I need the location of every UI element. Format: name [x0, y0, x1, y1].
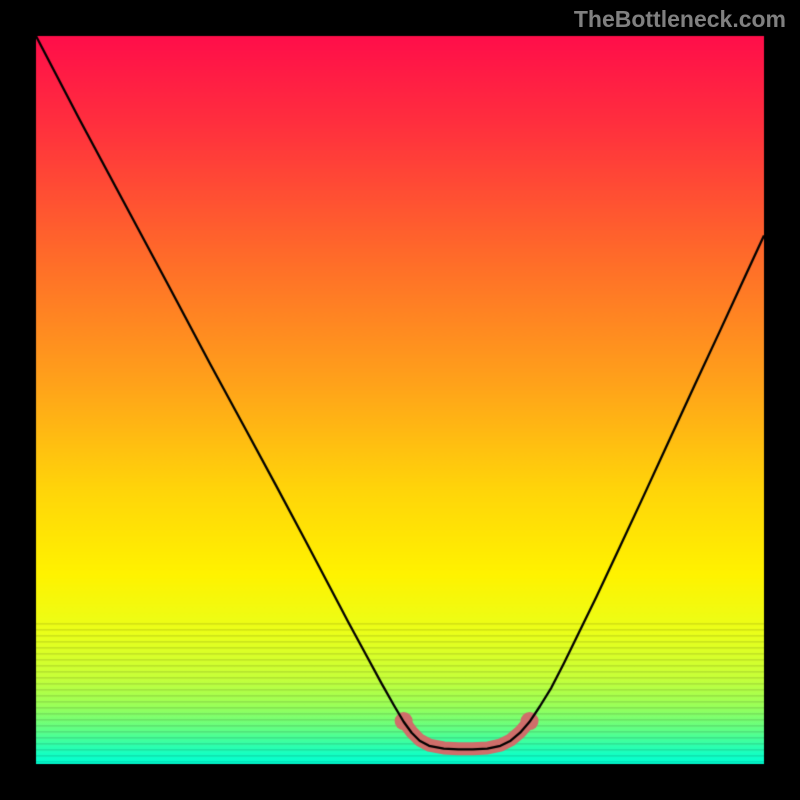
bottleneck-curve-chart	[0, 0, 800, 800]
chart-canvas-wrap	[0, 0, 800, 800]
chart-root: TheBottleneck.com	[0, 0, 800, 800]
watermark-text: TheBottleneck.com	[574, 6, 786, 33]
